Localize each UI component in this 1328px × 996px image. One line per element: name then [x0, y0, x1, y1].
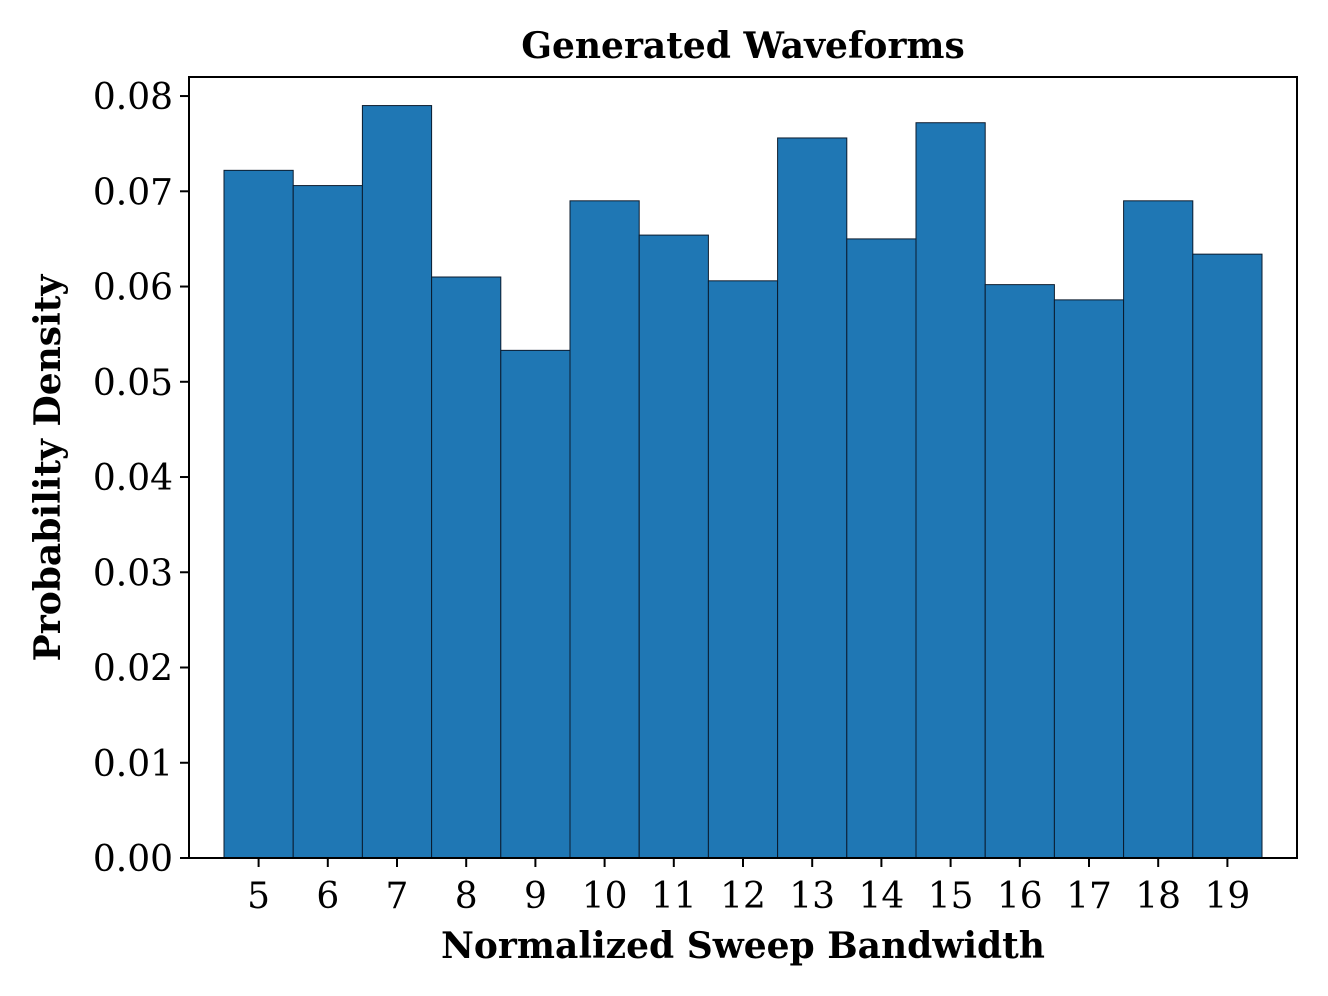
x-tick-label: 12 — [720, 876, 766, 917]
y-tick-label: 0.08 — [93, 77, 173, 118]
x-tick-label: 13 — [789, 876, 835, 917]
y-tick-label: 0.05 — [93, 363, 173, 404]
x-tick-label: 19 — [1204, 876, 1250, 917]
y-tick-label: 0.01 — [93, 744, 173, 785]
bar-15 — [915, 122, 986, 859]
bar-10 — [569, 200, 640, 859]
bar-18 — [1123, 200, 1194, 859]
plot-frame — [188, 76, 1298, 859]
y-axis: 0.00 0.01 0.02 0.03 0.04 0.05 0.06 0.07 0.08 — [93, 77, 189, 880]
x-tick-label: 18 — [1135, 876, 1181, 917]
y-tick-label: 0.03 — [93, 553, 173, 594]
x-axis-label: Normalized Sweep Bandwidth — [441, 925, 1045, 967]
bar-7 — [361, 105, 433, 859]
bar-5 — [223, 169, 294, 859]
bar-14 — [846, 238, 917, 859]
bar-11 — [638, 234, 709, 859]
x-axis: 5 6 7 8 9 10 11 12 13 14 15 16 17 18 19 — [247, 858, 1250, 917]
bars-group — [223, 105, 1263, 859]
x-tick-label: 8 — [455, 876, 478, 917]
x-tick-label: 10 — [582, 876, 628, 917]
chart-title: Generated Waveforms — [521, 25, 965, 67]
x-tick-label: 16 — [997, 876, 1043, 917]
bar-16 — [984, 284, 1055, 859]
x-tick-label: 15 — [928, 876, 974, 917]
y-tick-label: 0.06 — [93, 268, 173, 309]
bar-8 — [431, 276, 502, 859]
bar-17 — [1053, 299, 1125, 859]
bar-12 — [707, 280, 779, 859]
y-tick-label: 0.00 — [93, 839, 173, 880]
x-tick-label: 7 — [386, 876, 409, 917]
x-tick-label: 5 — [247, 876, 270, 917]
y-tick-label: 0.07 — [93, 172, 173, 213]
x-tick-label: 14 — [858, 876, 904, 917]
bar-9 — [500, 349, 571, 859]
y-tick-label: 0.02 — [93, 649, 173, 690]
x-tick-label: 9 — [524, 876, 547, 917]
y-tick-label: 0.04 — [93, 458, 173, 499]
x-tick-label: 17 — [1066, 876, 1112, 917]
x-tick-label: 11 — [651, 876, 697, 917]
bar-6 — [292, 185, 363, 859]
bar-19 — [1192, 253, 1263, 859]
y-axis-label: Probability Density — [27, 274, 69, 662]
x-tick-label: 6 — [316, 876, 339, 917]
bar-13 — [777, 137, 848, 859]
